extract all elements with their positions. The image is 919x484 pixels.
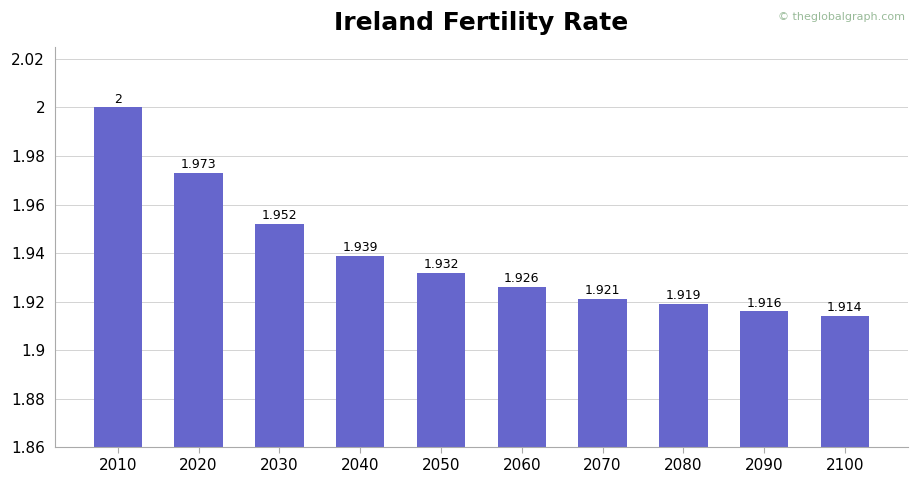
Text: © theglobalgraph.com: © theglobalgraph.com	[778, 12, 905, 22]
Bar	[821, 317, 869, 484]
Bar	[255, 224, 303, 484]
Bar	[175, 173, 223, 484]
Text: 1.919: 1.919	[665, 289, 701, 302]
Bar	[94, 107, 142, 484]
Text: 1.973: 1.973	[181, 158, 217, 171]
Text: 1.916: 1.916	[746, 297, 782, 310]
Bar	[659, 304, 708, 484]
Text: 1.939: 1.939	[343, 241, 378, 254]
Text: 1.952: 1.952	[262, 209, 297, 222]
Text: 2: 2	[114, 92, 122, 106]
Title: Ireland Fertility Rate: Ireland Fertility Rate	[335, 11, 629, 35]
Text: 1.926: 1.926	[504, 272, 539, 285]
Text: 1.914: 1.914	[827, 302, 863, 315]
Bar	[416, 272, 465, 484]
Bar	[740, 312, 789, 484]
Text: 1.921: 1.921	[584, 285, 620, 297]
Bar	[336, 256, 384, 484]
Bar	[497, 287, 546, 484]
Text: 1.932: 1.932	[424, 257, 459, 271]
Bar	[578, 299, 627, 484]
